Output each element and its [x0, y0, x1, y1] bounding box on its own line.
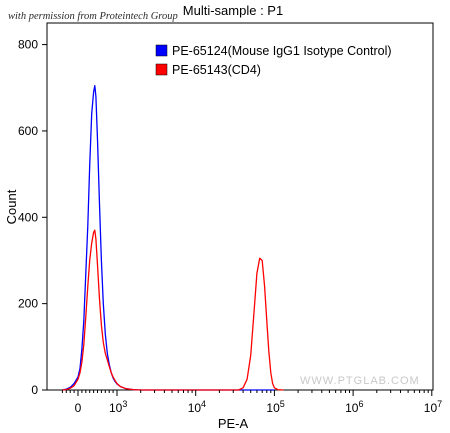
x-tick-label: 105 [266, 399, 284, 415]
y-tick-label: 600 [18, 124, 38, 138]
series-line-cd4 [62, 229, 284, 391]
legend-label-cd4: PE-65143(CD4) [172, 63, 261, 77]
legend-swatch-isotype [155, 44, 168, 57]
series-line-isotype [62, 84, 275, 391]
legend-item-cd4: PE-65143(CD4) [155, 63, 261, 77]
y-tick-label: 200 [18, 297, 38, 311]
legend-label-isotype: PE-65124(Mouse IgG1 Isotype Control) [172, 44, 392, 58]
y-tick-label: 0 [31, 383, 38, 397]
x-tick-label: 106 [345, 399, 363, 415]
y-axis-label: Count [4, 189, 19, 224]
x-tick-label: 103 [109, 399, 127, 415]
legend: PE-65124(Mouse IgG1 Isotype Control) PE-… [155, 44, 392, 77]
legend-item-isotype: PE-65124(Mouse IgG1 Isotype Control) [155, 44, 392, 58]
y-axis: 0 200 400 600 800 [18, 38, 47, 397]
legend-swatch-cd4 [155, 63, 168, 76]
x-tick-label: 0 [75, 401, 82, 415]
x-tick-label: 107 [424, 399, 442, 415]
chart-title: Multi-sample : P1 [183, 3, 283, 18]
x-axis-label: PE-A [218, 416, 249, 431]
y-tick-label: 400 [18, 210, 38, 224]
series-layer [62, 84, 284, 391]
credit-text: with permission from Proteintech Group [8, 11, 178, 22]
y-tick-label: 800 [18, 38, 38, 52]
x-tick-label: 104 [188, 399, 206, 415]
x-axis: 0 103 104 105 106 107 [61, 390, 442, 415]
watermark-text: WWW.PTGLAB.COM [300, 375, 420, 387]
